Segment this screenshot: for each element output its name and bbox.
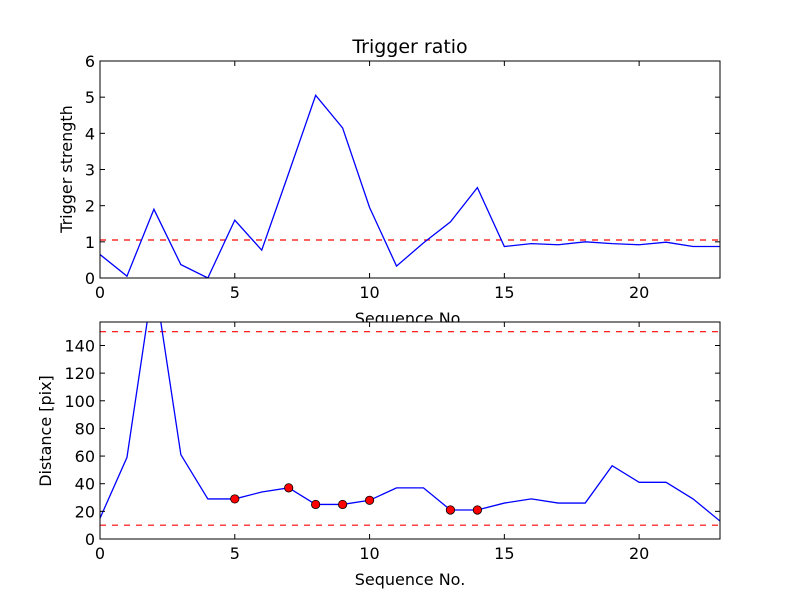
top-y-tick-label: 1 [85, 233, 95, 252]
bottom-y-tick-label: 60 [75, 447, 95, 466]
top-y-tick-label: 2 [85, 197, 95, 216]
top-x-tick-label: 20 [629, 283, 649, 302]
top-y-tick-label: 0 [85, 269, 95, 288]
bottom-axes-frame [99, 321, 721, 540]
top-x-tick-label: 15 [494, 283, 514, 302]
bottom-y-tick-label: 0 [85, 530, 95, 549]
bottom-data-point-marker [338, 499, 348, 510]
bottom-x-tick-label: 15 [494, 544, 514, 563]
bottom-x-axis-label: Sequence No. [355, 570, 466, 589]
bottom-y-tick-label: 80 [75, 419, 95, 438]
top-x-tick-label: 10 [359, 283, 379, 302]
bottom-y-tick-label: 20 [75, 502, 95, 521]
bottom-y-axis-label: Distance [pix] [36, 375, 55, 487]
bottom-x-tick-label: 20 [629, 544, 649, 563]
bottom-y-tick-label: 40 [75, 475, 95, 494]
bottom-x-tick-label: 5 [230, 544, 240, 563]
bottom-plot-background [100, 322, 720, 539]
bottom-y-tick-label: 100 [64, 392, 95, 411]
top-x-tick-label: 5 [230, 283, 240, 302]
bottom-data-point-marker [311, 499, 321, 510]
bottom-data-point-marker [472, 505, 482, 515]
top-y-tick-label: 5 [85, 88, 95, 107]
bottom-series-line-0 [100, 322, 720, 522]
top-y-axis-label: Trigger strength [57, 105, 76, 234]
top-y-tick-label: 3 [85, 161, 95, 180]
top-series-line-0 [100, 94, 720, 278]
bottom-data-point-marker [230, 494, 240, 504]
bottom-x-tick-label: 0 [95, 544, 105, 563]
bottom-x-tick-label: 10 [359, 544, 379, 563]
bottom-plot-panel: 0 5 10 15 20 0 20 40 60 80 100 120 140 [64, 321, 721, 563]
bottom-data-point-marker [445, 505, 456, 515]
top-axes-frame [99, 60, 721, 279]
bottom-data-point-marker [364, 495, 375, 505]
bottom-y-tick-label: 120 [64, 364, 95, 383]
top-plot-panel: 0 5 10 15 20 0 1 2 3 4 5 6 [85, 52, 721, 302]
top-y-tick-label: 6 [85, 52, 95, 71]
top-x-tick-label: 0 [95, 283, 105, 302]
chart-title: Trigger ratio [351, 36, 467, 58]
top-y-tick-label: 4 [85, 124, 95, 143]
bottom-y-tick-label: 140 [64, 336, 95, 355]
bottom-data-point-marker [284, 483, 294, 493]
